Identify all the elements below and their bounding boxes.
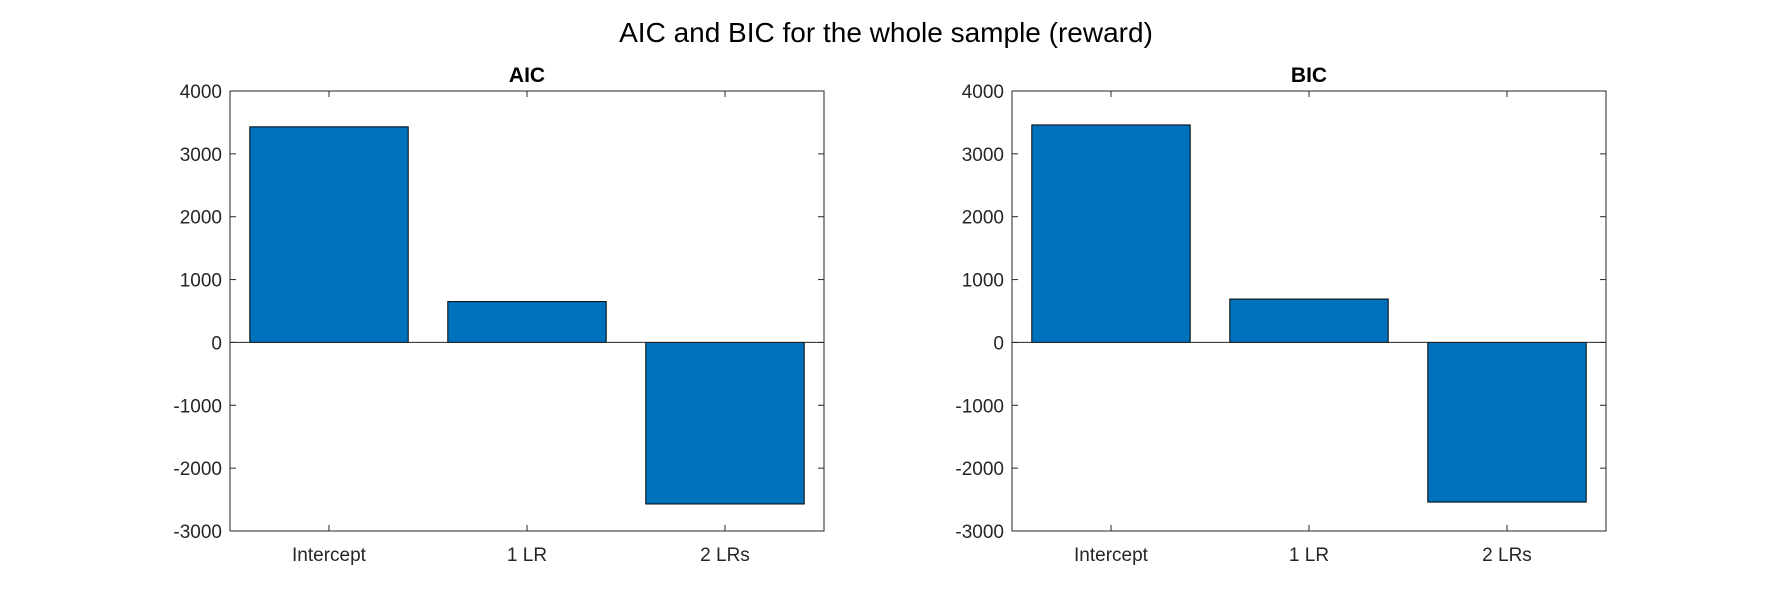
- bic-bar-intercept: [1031, 124, 1191, 343]
- aic-ytick-label: 3000: [180, 145, 222, 166]
- aic-chart-panel: AIC 4000 3000 2000 1000 0 -1000 -2000 -3000 Inter…: [173, 64, 825, 566]
- aic-ytick-label: 1000: [180, 271, 222, 292]
- bic-bar-1-lr: [1229, 298, 1389, 343]
- bic-ytick-label: 1000: [962, 271, 1004, 292]
- aic-ytick-label: 2000: [180, 208, 222, 229]
- aic-ytick-label: 0: [211, 333, 222, 354]
- bic-ytick-label: -1000: [955, 396, 1004, 417]
- bic-category-label: Intercept: [1074, 545, 1149, 566]
- figure-title: AIC and BIC for the whole sample (reward…: [619, 17, 1153, 48]
- bic-ytick-label: 0: [993, 333, 1004, 354]
- bic-ytick-label: -3000: [955, 522, 1004, 543]
- bic-category-label: 1 LR: [1289, 545, 1329, 566]
- bic-chart-panel: BIC 4000 3000 2000 1000 0 -1000 -2000 -3000 Inter…: [955, 64, 1607, 566]
- aic-category-label: Intercept: [292, 545, 367, 566]
- aic-bar-1-lr: [447, 301, 607, 343]
- bic-category-label: 2 LRs: [1482, 545, 1532, 566]
- aic-category-label: 1 LR: [507, 545, 547, 566]
- aic-ytick-label: -3000: [173, 522, 222, 543]
- bic-bar-2-lrs: [1427, 341, 1587, 503]
- aic-category-label: 2 LRs: [700, 545, 750, 566]
- aic-ytick-label: -2000: [173, 459, 222, 480]
- aic-bar-2-lrs: [645, 341, 805, 505]
- aic-ytick-label: 4000: [180, 82, 222, 103]
- bic-ytick-label: -2000: [955, 459, 1004, 480]
- bic-ytick-label: 4000: [962, 82, 1004, 103]
- bic-chart-title: BIC: [1291, 64, 1327, 87]
- aic-chart-title: AIC: [509, 64, 545, 87]
- aic-ytick-label: -1000: [173, 396, 222, 417]
- bic-ytick-label: 2000: [962, 208, 1004, 229]
- bic-ytick-label: 3000: [962, 145, 1004, 166]
- aic-bar-intercept: [249, 126, 409, 343]
